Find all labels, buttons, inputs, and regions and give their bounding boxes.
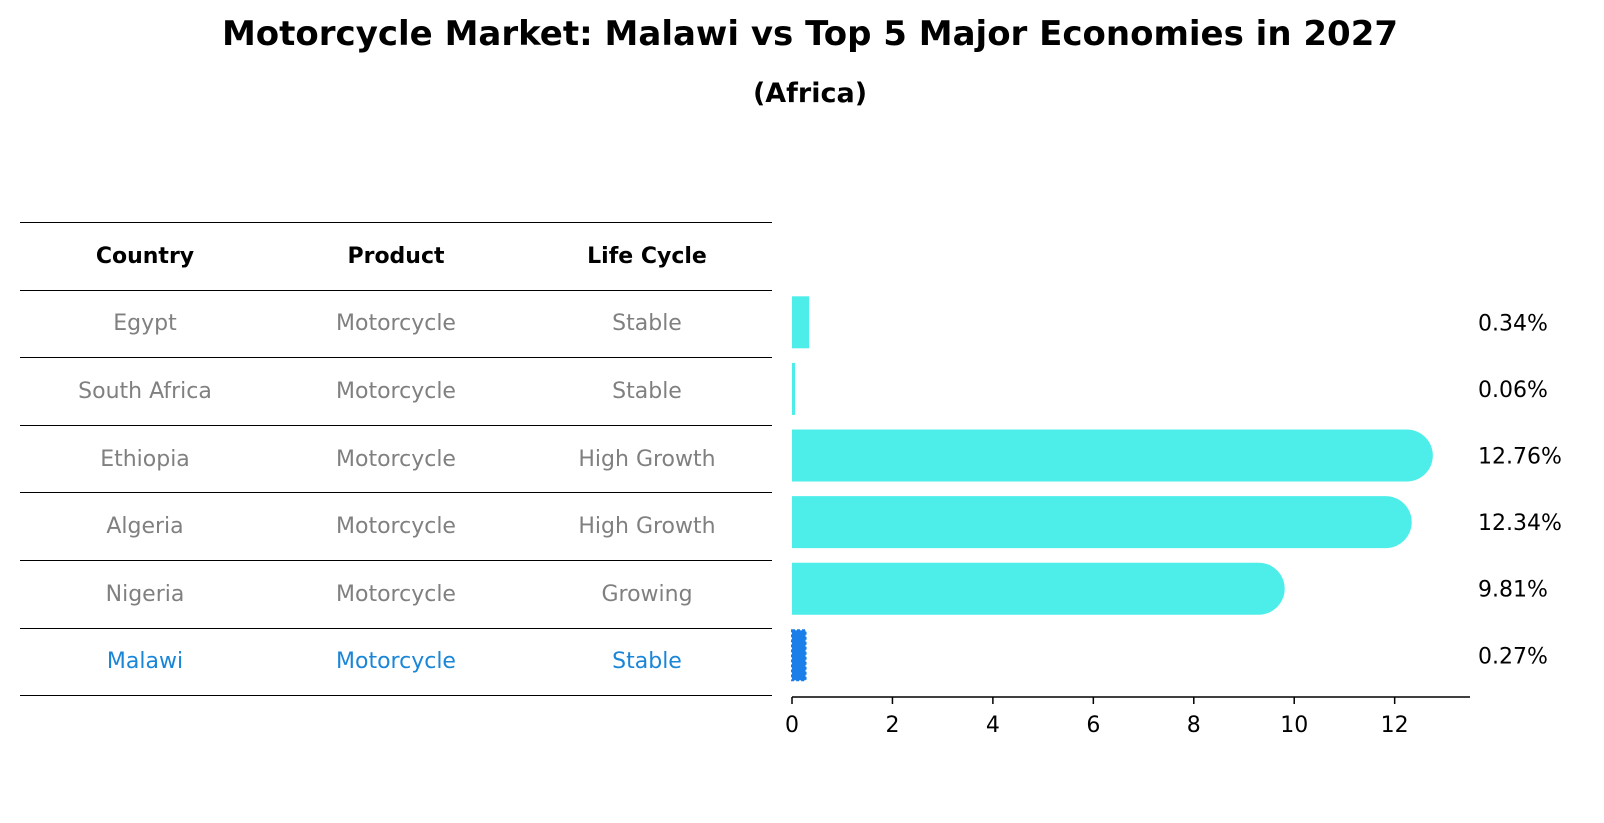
product-cell: Motorcycle <box>336 311 456 337</box>
country-cell: Ethiopia <box>100 446 190 472</box>
life-cycle-cell: Growing <box>601 581 693 607</box>
country-cell: South Africa <box>78 378 212 404</box>
x-tick-label: 4 <box>986 713 1000 738</box>
bar-south-africa <box>792 362 796 415</box>
table-header-row: Country Product Life Cycle <box>20 222 772 291</box>
product-cell: Motorcycle <box>336 446 456 472</box>
product-cell: Motorcycle <box>336 514 456 540</box>
bar-malawi <box>791 629 807 682</box>
country-cell: Egypt <box>113 311 177 337</box>
value-label: 0.06% <box>1478 378 1548 403</box>
table-row: Nigeria Motorcycle Growing <box>20 561 772 629</box>
value-label: 9.81% <box>1478 578 1548 603</box>
country-cell: Malawi <box>106 649 184 675</box>
country-cell: Algeria <box>106 514 184 540</box>
product-cell: Motorcycle <box>336 378 456 404</box>
table-row: Algeria Motorcycle High Growth <box>20 493 772 561</box>
table-row: Egypt Motorcycle Stable <box>20 291 772 359</box>
x-tick-label: 10 <box>1280 713 1308 738</box>
header-life-cycle: Life Cycle <box>587 243 707 269</box>
bar-ethiopia <box>792 429 1433 482</box>
country-cell: Nigeria <box>105 581 185 607</box>
bar-nigeria <box>792 562 1285 615</box>
value-label: 12.76% <box>1478 445 1562 470</box>
value-label: 0.27% <box>1478 644 1548 669</box>
data-table: Country Product Life Cycle Egypt Motorcy… <box>20 222 772 697</box>
header-product: Product <box>347 243 445 269</box>
product-cell: Motorcycle <box>336 649 456 675</box>
table-row: South Africa Motorcycle Stable <box>20 358 772 426</box>
table-row: Ethiopia Motorcycle High Growth <box>20 426 772 494</box>
header-country: Country <box>95 243 195 269</box>
value-label: 0.34% <box>1478 311 1548 336</box>
life-cycle-cell: Stable <box>612 378 682 404</box>
product-cell: Motorcycle <box>336 581 456 607</box>
x-tick-label: 8 <box>1187 713 1201 738</box>
chart-title: Motorcycle Market: Malawi vs Top 5 Major… <box>221 14 1399 54</box>
life-cycle-cell: High Growth <box>578 514 716 540</box>
x-tick-label: 2 <box>885 713 899 738</box>
life-cycle-cell: Stable <box>612 311 682 337</box>
chart-subtitle: (Africa) <box>752 78 868 109</box>
bar-algeria <box>792 496 1412 549</box>
bar-egypt <box>792 296 810 349</box>
x-tick-label: 0 <box>785 713 799 738</box>
life-cycle-cell: High Growth <box>578 446 716 472</box>
life-cycle-cell: Stable <box>612 649 682 675</box>
x-tick-label: 6 <box>1086 713 1100 738</box>
value-label: 12.34% <box>1478 511 1562 536</box>
x-tick-label: 12 <box>1381 713 1409 738</box>
table-row-highlight: Malawi Motorcycle Stable <box>20 629 772 697</box>
